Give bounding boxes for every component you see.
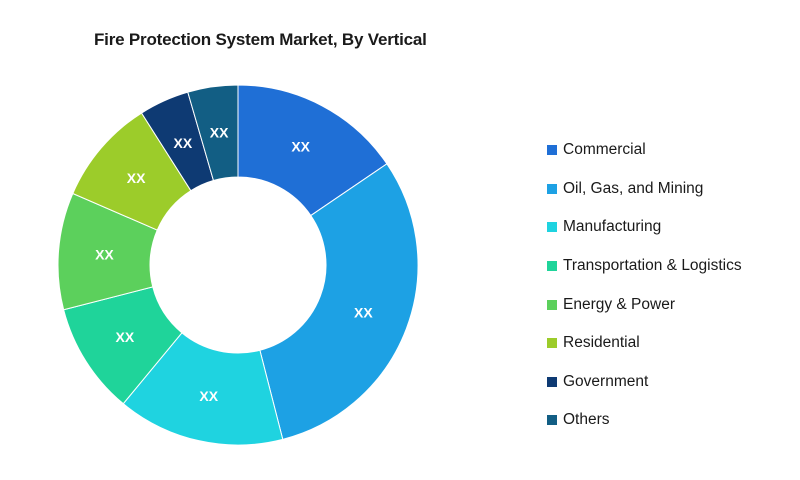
legend-swatch	[547, 222, 557, 233]
legend-swatch	[547, 299, 557, 310]
legend-swatch	[547, 145, 557, 156]
legend-item-commercial: Commercial	[547, 131, 742, 170]
legend-swatch	[547, 183, 557, 194]
legend-item-manufacturing: Manufacturing	[547, 208, 742, 247]
slice-data-label: XX	[210, 124, 229, 140]
slice-data-label: XX	[291, 139, 310, 155]
donut-slice-manufacturing	[122, 332, 284, 446]
legend-swatch	[547, 415, 557, 426]
legend-item-energy-power: Energy & Power	[547, 285, 742, 324]
donut-slice-oil-gas-and-mining	[259, 163, 419, 440]
slice-data-label: XX	[174, 135, 193, 151]
legend-item-government: Government	[547, 363, 742, 402]
legend-item-others: Others	[547, 401, 742, 440]
slice-data-label: XX	[199, 388, 218, 404]
legend-item-transportation-logistics: Transportation & Logistics	[547, 247, 742, 286]
legend-swatch	[547, 338, 557, 349]
legend-item-residential: Residential	[547, 324, 742, 363]
donut-slice-commercial	[237, 84, 388, 217]
legend-label: Energy & Power	[563, 295, 675, 313]
legend-swatch	[547, 376, 557, 387]
slice-data-label: XX	[116, 329, 135, 345]
chart-legend: Commercial Oil, Gas, and Mining Manufact…	[547, 131, 742, 440]
slice-data-label: XX	[127, 170, 146, 186]
legend-item-oil-gas-mining: Oil, Gas, and Mining	[547, 170, 742, 209]
chart-title: Fire Protection System Market, By Vertic…	[94, 30, 427, 49]
slice-data-label: XX	[95, 246, 114, 262]
legend-label: Transportation & Logistics	[563, 257, 742, 275]
legend-label: Government	[563, 372, 649, 390]
donut-slice-others	[187, 84, 239, 182]
legend-label: Residential	[563, 334, 640, 352]
legend-label: Commercial	[563, 141, 646, 159]
legend-label: Manufacturing	[563, 218, 662, 236]
slice-data-label: XX	[354, 304, 373, 320]
legend-label: Oil, Gas, and Mining	[563, 179, 704, 197]
legend-swatch	[547, 261, 557, 272]
legend-label: Others	[563, 411, 610, 429]
